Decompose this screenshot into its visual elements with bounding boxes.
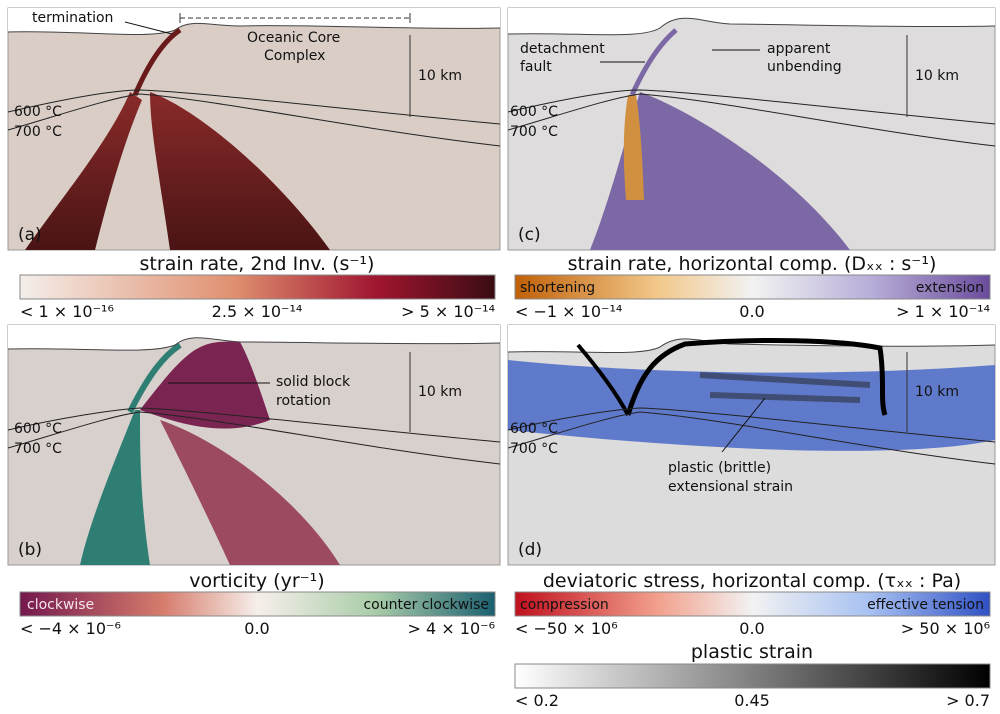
colorbar-right-text: extension <box>916 280 984 296</box>
colorbar-p: plastic strain < 0.2 0.45 > 0.7 <box>515 641 990 710</box>
colorbar-min: < 0.2 <box>515 691 559 710</box>
colorbar-max: > 0.7 <box>946 691 990 710</box>
colorbar-title: deviatoric stress, horizontal comp. (τₓₓ… <box>543 570 961 592</box>
isotherm-label: 700 °C <box>14 124 62 140</box>
isotherm-label: 600 °C <box>510 104 558 120</box>
colorbar-d: deviatoric stress, horizontal comp. (τₓₓ… <box>515 570 990 638</box>
annotation: termination <box>32 10 113 26</box>
colorbar-c: strain rate, horizontal comp. (Dₓₓ : s⁻¹… <box>515 253 990 321</box>
colorbar-title: strain rate, horizontal comp. (Dₓₓ : s⁻¹… <box>568 253 937 275</box>
figure: termination Oceanic Core Complex 10 km 6… <box>0 0 1000 710</box>
isotherm-label: 700 °C <box>510 441 558 457</box>
colorbar-a: strain rate, 2nd Inv. (s⁻¹) < 1 × 10⁻¹⁶ … <box>20 253 495 321</box>
annotation: rotation <box>276 393 331 409</box>
panel-a: termination Oceanic Core Complex 10 km 6… <box>8 8 500 250</box>
annotation: unbending <box>767 59 842 75</box>
colorbar-left-text: compression <box>520 597 609 613</box>
annotation: extensional strain <box>668 479 793 495</box>
colorbar-max: > 50 × 10⁶ <box>901 619 990 638</box>
colorbar-title: vorticity (yr⁻¹) <box>189 570 324 592</box>
colorbar-min: < −4 × 10⁻⁶ <box>20 619 121 638</box>
isotherm-label: 600 °C <box>510 421 558 437</box>
scale-label: 10 km <box>418 384 462 400</box>
scale-label: 10 km <box>418 68 462 84</box>
annotation: Oceanic Core <box>247 30 340 46</box>
panel-b: solid block rotation 10 km 600 °C 700 °C… <box>8 325 500 565</box>
annotation: fault <box>520 59 552 75</box>
annotation: solid block <box>276 374 351 390</box>
colorbar-mid: 0.0 <box>244 619 269 638</box>
colorbar-mid: 2.5 × 10⁻¹⁴ <box>212 302 303 321</box>
colorbar-mid: 0.0 <box>739 619 764 638</box>
annotation: Complex <box>264 48 325 64</box>
colorbar-min: < −50 × 10⁶ <box>515 619 618 638</box>
colorbar-max: > 5 × 10⁻¹⁴ <box>401 302 495 321</box>
colorbar-min: < 1 × 10⁻¹⁶ <box>20 302 114 321</box>
panel-c: detachment fault apparent unbending 10 k… <box>508 8 995 250</box>
colorbar-max: > 1 × 10⁻¹⁴ <box>896 302 990 321</box>
scale-label: 10 km <box>915 68 959 84</box>
isotherm-label: 700 °C <box>510 124 558 140</box>
panel-label: (a) <box>18 225 42 245</box>
colorbar-title: strain rate, 2nd Inv. (s⁻¹) <box>140 253 375 275</box>
annotation: apparent <box>767 41 831 57</box>
colorbar <box>515 664 990 688</box>
colorbar-right-text: counter clockwise <box>363 597 489 613</box>
scale-label: 10 km <box>915 384 959 400</box>
colorbar-title: plastic strain <box>691 641 813 663</box>
colorbar-left-text: shortening <box>520 280 595 296</box>
colorbar <box>20 275 495 299</box>
panel-label: (c) <box>518 225 541 245</box>
colorbar-max: > 4 × 10⁻⁶ <box>408 619 495 638</box>
colorbar-mid: 0.45 <box>734 691 770 710</box>
panel-label: (d) <box>518 540 542 560</box>
annotation: plastic (brittle) <box>668 460 771 476</box>
isotherm-label: 600 °C <box>14 421 62 437</box>
isotherm-label: 700 °C <box>14 441 62 457</box>
colorbar-min: < −1 × 10⁻¹⁴ <box>515 302 622 321</box>
colorbar-mid: 0.0 <box>739 302 764 321</box>
colorbar-b: vorticity (yr⁻¹) clockwise counter clock… <box>20 570 495 638</box>
isotherm-label: 600 °C <box>14 104 62 120</box>
colorbar-left-text: clockwise <box>27 597 94 613</box>
colorbar-right-text: effective tension <box>867 597 984 613</box>
panel-d: plastic (brittle) extensional strain 10 … <box>508 325 995 565</box>
panel-label: (b) <box>18 540 42 560</box>
page: {"panels": { "a": {"label": "(a)", "isot… <box>0 0 1000 710</box>
annotation: detachment <box>520 41 605 57</box>
